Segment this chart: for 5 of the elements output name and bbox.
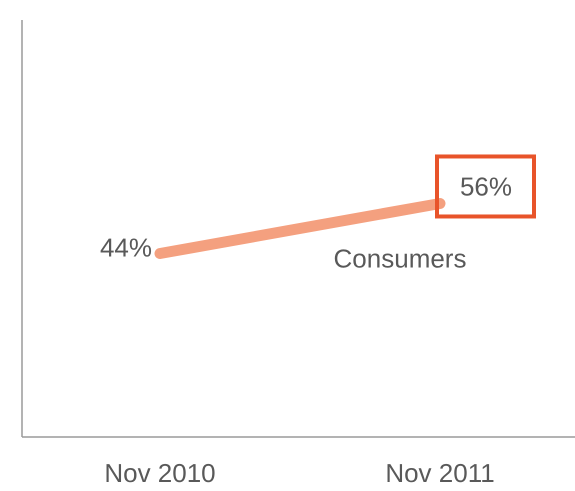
data-label: 56% [460, 171, 512, 202]
data-label: 44% [100, 232, 152, 263]
x-tick-label: Nov 2010 [104, 458, 216, 488]
series-label: Consumers [334, 243, 466, 274]
x-tick-label: Nov 2011 [385, 458, 495, 488]
